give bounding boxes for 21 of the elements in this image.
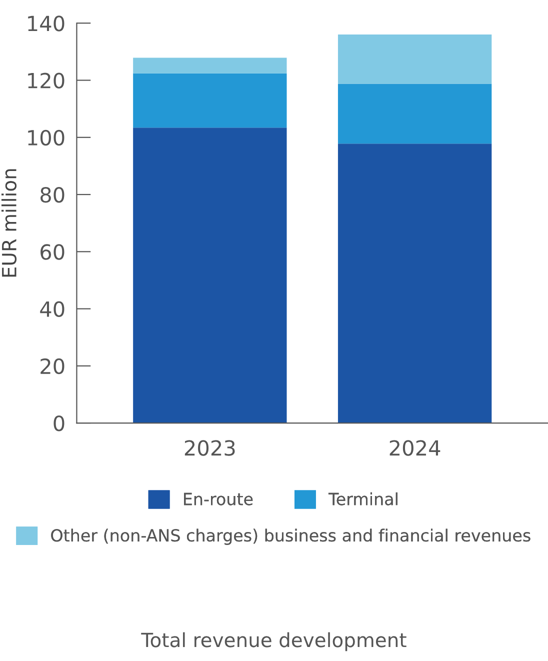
y-tick-label: 40 (40, 301, 64, 317)
y-tick-label: 60 (40, 244, 64, 260)
y-tick-label: 0 (54, 415, 64, 432)
bar (338, 144, 492, 424)
y-tick-label: 100 (28, 130, 64, 146)
bar (133, 73, 287, 128)
bar (338, 34, 492, 84)
y-tick-label: 80 (40, 186, 64, 203)
legend-label: Other (non-ANS charges) business and financial revenues (51, 528, 530, 545)
y-tick-label: 140 (28, 16, 64, 32)
y-tick-label: 120 (28, 72, 64, 88)
bar (133, 128, 287, 424)
bar (338, 84, 492, 144)
legend-label: Terminal (328, 492, 398, 506)
x-tick-label: 2024 (390, 440, 440, 456)
y-tick-label: 20 (40, 358, 64, 374)
legend-label: En-route (184, 492, 253, 506)
x-tick-label: 2023 (184, 440, 235, 456)
bar (133, 58, 287, 74)
text: Total revenue development (141, 632, 406, 652)
y-axis-title: EUR million (1, 169, 17, 277)
